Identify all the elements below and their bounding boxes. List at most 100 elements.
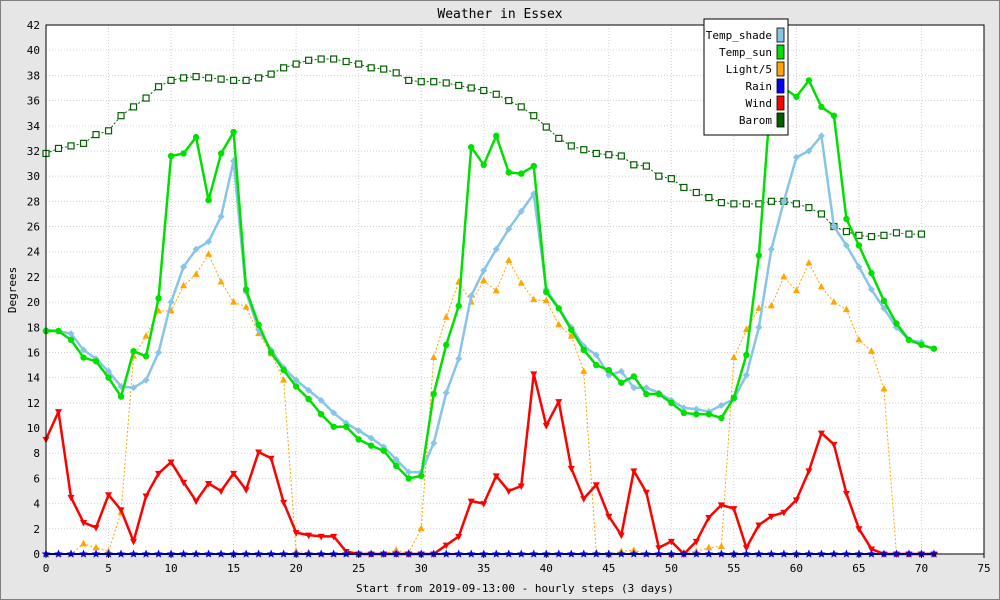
wind-point (130, 538, 138, 546)
wind-point (480, 501, 488, 508)
light-5-point (230, 298, 238, 305)
temp-sun-point (142, 353, 150, 360)
light-5-point (780, 272, 788, 280)
light-5-point (817, 282, 825, 290)
light-5-point (180, 281, 188, 289)
temp-sun-point (493, 132, 500, 140)
temp-sun-point (655, 390, 663, 398)
barom-point (842, 227, 851, 236)
y-tick-label: 42 (27, 19, 40, 32)
y-axis-label: Degrees (6, 267, 19, 313)
light-5-point (417, 524, 425, 532)
barom-point (480, 86, 488, 95)
temp-sun-point (267, 349, 275, 356)
temp-shade-point (330, 409, 338, 417)
temp-shade-point (205, 238, 213, 246)
x-tick-label: 5 (105, 562, 112, 575)
wind-point (792, 497, 800, 504)
temp-sun-point (818, 103, 825, 111)
temp-sun-point (392, 462, 400, 470)
y-tick-label: 18 (27, 321, 40, 334)
light-5-point (242, 303, 250, 310)
temp-shade-point (180, 263, 188, 271)
wind-point (192, 498, 200, 506)
wind-point (630, 468, 638, 475)
temp-sun-point (230, 128, 237, 136)
wind-point (155, 470, 163, 478)
temp-sun-point (480, 161, 487, 169)
legend-label: Temp_sun (719, 46, 772, 59)
temp-shade-point (167, 298, 175, 306)
series-group (41, 55, 939, 558)
barom-point (92, 130, 100, 139)
temp-sun-point (743, 351, 750, 359)
temp-shade-point (392, 456, 400, 464)
temp-sun-point (217, 150, 225, 157)
x-tick-label: 20 (290, 562, 303, 575)
light-5-point (842, 305, 850, 313)
plot-area (46, 25, 984, 554)
temp-shade-point (442, 389, 450, 397)
light-5-point (855, 335, 863, 343)
wind-point (617, 532, 625, 540)
barom-point (54, 144, 63, 153)
temp-sun-point (755, 252, 763, 259)
barom-point (392, 69, 400, 77)
temp-sun-point (167, 152, 175, 160)
wind-point (142, 493, 150, 501)
wind-point (492, 473, 500, 480)
barom-point (405, 76, 413, 85)
barom-point (430, 78, 438, 86)
light-5-point (867, 347, 875, 354)
barom-point (592, 149, 600, 158)
barom-point (317, 55, 325, 63)
barom-point (355, 60, 363, 68)
temp-shade-point (405, 468, 413, 476)
wind-point (267, 455, 275, 463)
temp-sun-point (705, 410, 713, 418)
wind-point (467, 498, 475, 506)
temp-sun-point (180, 150, 187, 157)
temp-shade-point (617, 367, 625, 375)
barom-point (692, 188, 700, 197)
y-tick-label: 4 (33, 498, 40, 511)
light-5-point (392, 546, 400, 553)
wind-point (717, 502, 725, 509)
legend-label: Temp_shade (706, 29, 772, 42)
light-5-point (430, 353, 438, 361)
barom-point (730, 200, 738, 208)
temp-shade-point (492, 245, 500, 253)
wind-point (742, 545, 750, 552)
legend-label: Rain (746, 80, 773, 93)
wind-point (92, 525, 100, 532)
temp-sun-point (380, 447, 387, 454)
temp-shade-point (880, 304, 888, 312)
wind-point (180, 479, 188, 487)
temp-shade-point (630, 384, 638, 392)
temp-sun-point (292, 383, 300, 390)
y-tick-label: 28 (27, 195, 40, 208)
barom-point (605, 151, 613, 159)
y-tick-label: 32 (27, 145, 40, 158)
temp-shade-point (217, 212, 225, 220)
barom-point (417, 78, 425, 86)
barom-point (117, 112, 125, 120)
temp-sun-point (605, 366, 612, 374)
temp-sun-point (880, 297, 888, 305)
x-axis-label: Start from 2019-09-13:00 - hourly steps … (356, 582, 674, 595)
temp-shade-point (192, 245, 200, 253)
wind-point (667, 538, 675, 546)
temp-sun-point (355, 436, 362, 443)
y-tick-label: 6 (33, 472, 40, 485)
wind-point (767, 513, 775, 521)
temp-shade-point (755, 323, 763, 331)
temp-shade-point (792, 153, 800, 161)
barom-point (292, 60, 300, 68)
wind-point (842, 491, 850, 498)
temp-shade-point (592, 351, 600, 359)
wind-point (105, 492, 113, 499)
light-5-point (742, 325, 750, 333)
temp-sun-point (405, 475, 412, 482)
x-tick-label: 10 (164, 562, 177, 575)
series-temp-shade (42, 132, 925, 476)
